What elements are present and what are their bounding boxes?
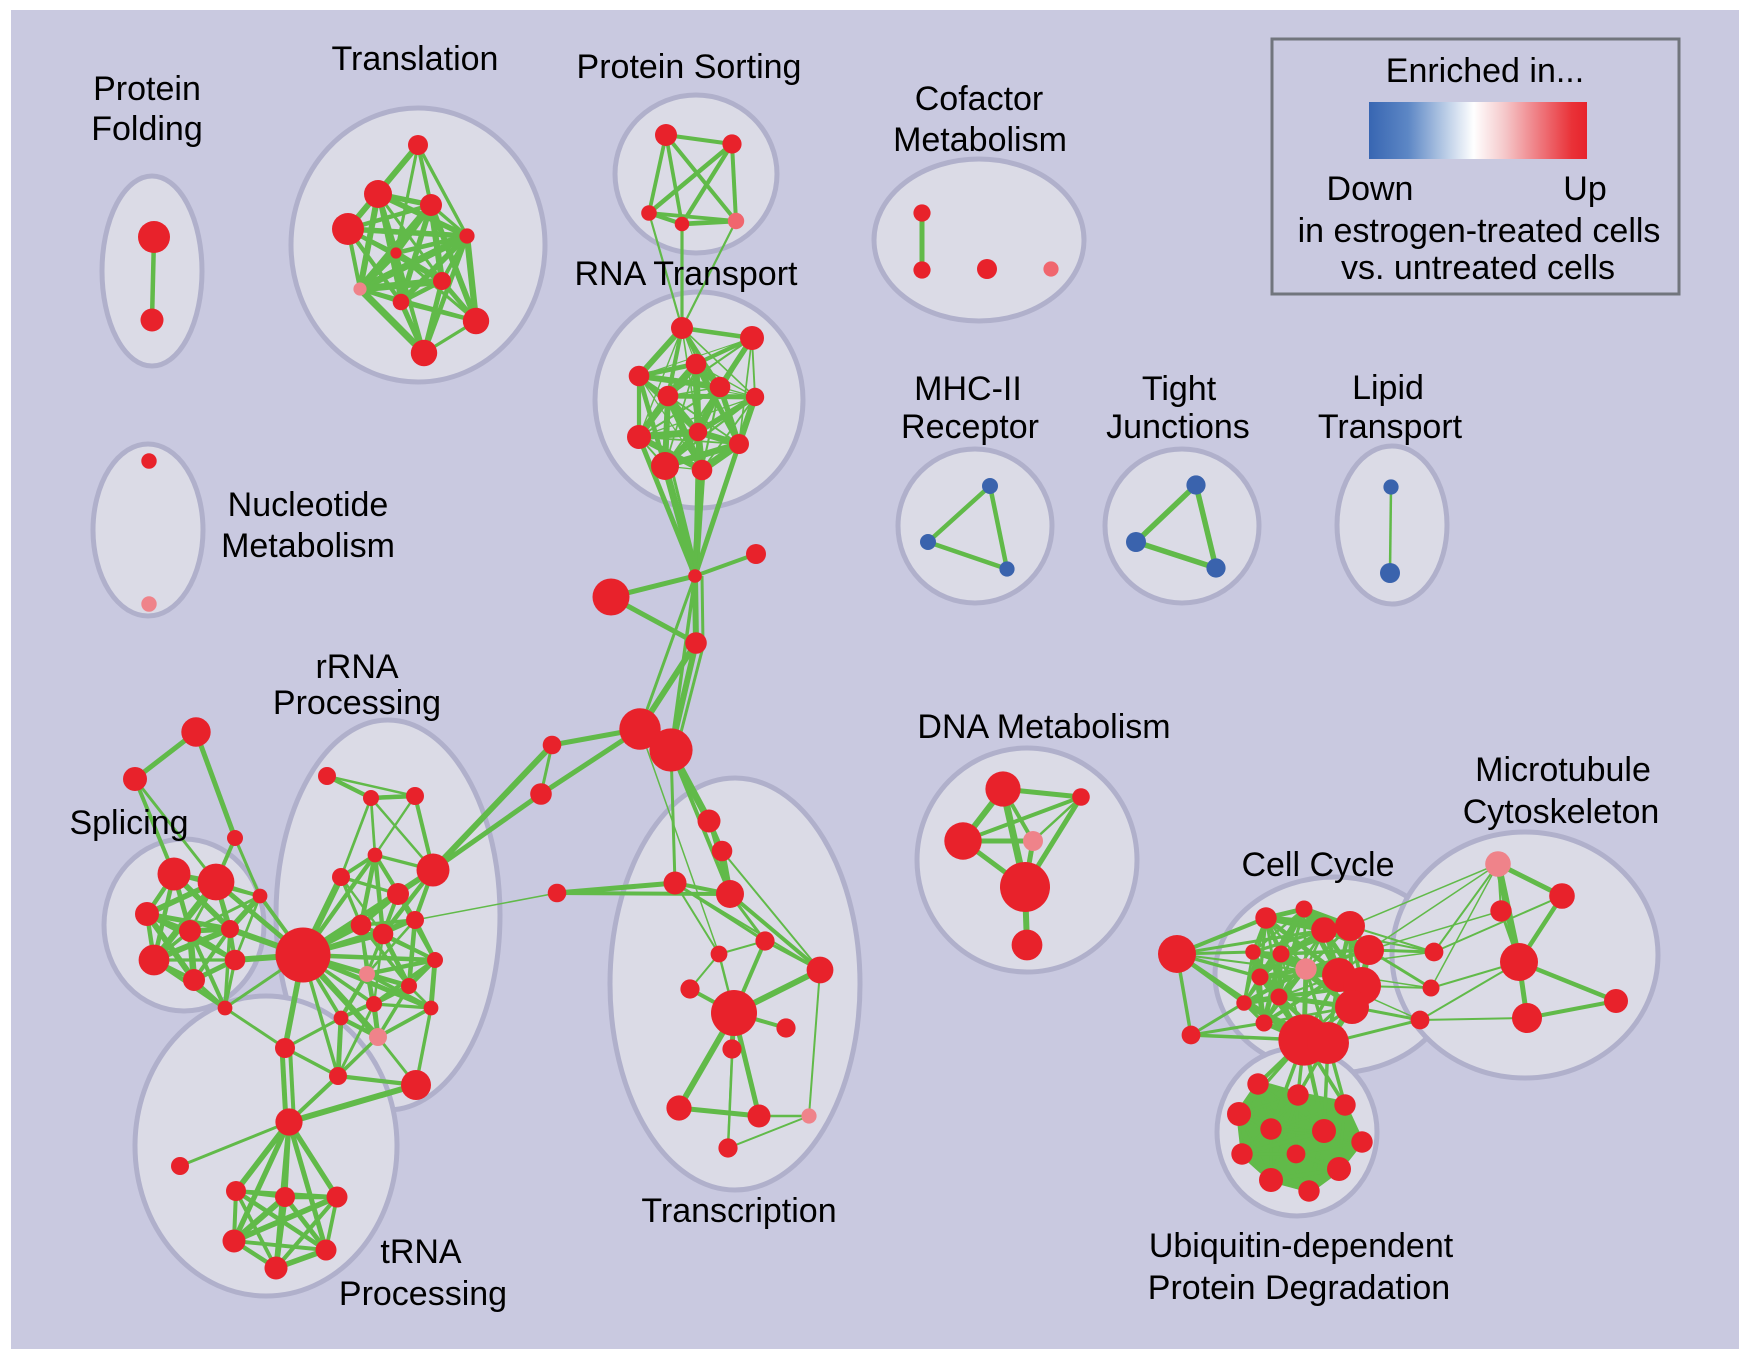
svg-text:Enriched in...: Enriched in... [1386, 52, 1584, 90]
svg-text:Cytoskeleton: Cytoskeleton [1463, 793, 1660, 831]
svg-text:Protein Degradation: Protein Degradation [1148, 1269, 1450, 1307]
svg-text:Protein: Protein [93, 70, 201, 108]
svg-text:Transport: Transport [1318, 408, 1463, 446]
svg-text:Nucleotide: Nucleotide [228, 486, 389, 524]
svg-text:Down: Down [1327, 170, 1414, 208]
svg-text:Microtubule: Microtubule [1475, 751, 1651, 789]
svg-text:MHC-II: MHC-II [914, 370, 1022, 408]
svg-text:Processing: Processing [273, 684, 441, 722]
svg-text:tRNA: tRNA [380, 1233, 462, 1271]
svg-text:Cell Cycle: Cell Cycle [1241, 846, 1394, 884]
svg-text:RNA Transport: RNA Transport [575, 255, 799, 293]
svg-text:Tight: Tight [1142, 370, 1217, 408]
svg-text:Cofactor: Cofactor [915, 80, 1044, 118]
svg-text:in estrogen-treated cells: in estrogen-treated cells [1298, 212, 1661, 250]
svg-text:Lipid: Lipid [1352, 369, 1424, 407]
svg-text:Metabolism: Metabolism [221, 527, 395, 565]
svg-text:Protein Sorting: Protein Sorting [577, 48, 802, 86]
svg-text:Processing: Processing [339, 1275, 507, 1313]
svg-text:Folding: Folding [91, 110, 203, 148]
svg-text:Transcription: Transcription [641, 1192, 836, 1230]
svg-text:Splicing: Splicing [69, 804, 188, 842]
svg-text:Metabolism: Metabolism [893, 121, 1067, 159]
svg-text:Junctions: Junctions [1106, 408, 1250, 446]
svg-text:Receptor: Receptor [901, 408, 1039, 446]
svg-text:Ubiquitin-dependent: Ubiquitin-dependent [1149, 1227, 1454, 1265]
svg-text:Up: Up [1563, 170, 1606, 208]
svg-text:DNA Metabolism: DNA Metabolism [917, 708, 1170, 746]
svg-text:vs. untreated cells: vs. untreated cells [1341, 249, 1615, 287]
svg-text:rRNA: rRNA [315, 648, 398, 686]
svg-text:Translation: Translation [332, 40, 499, 78]
